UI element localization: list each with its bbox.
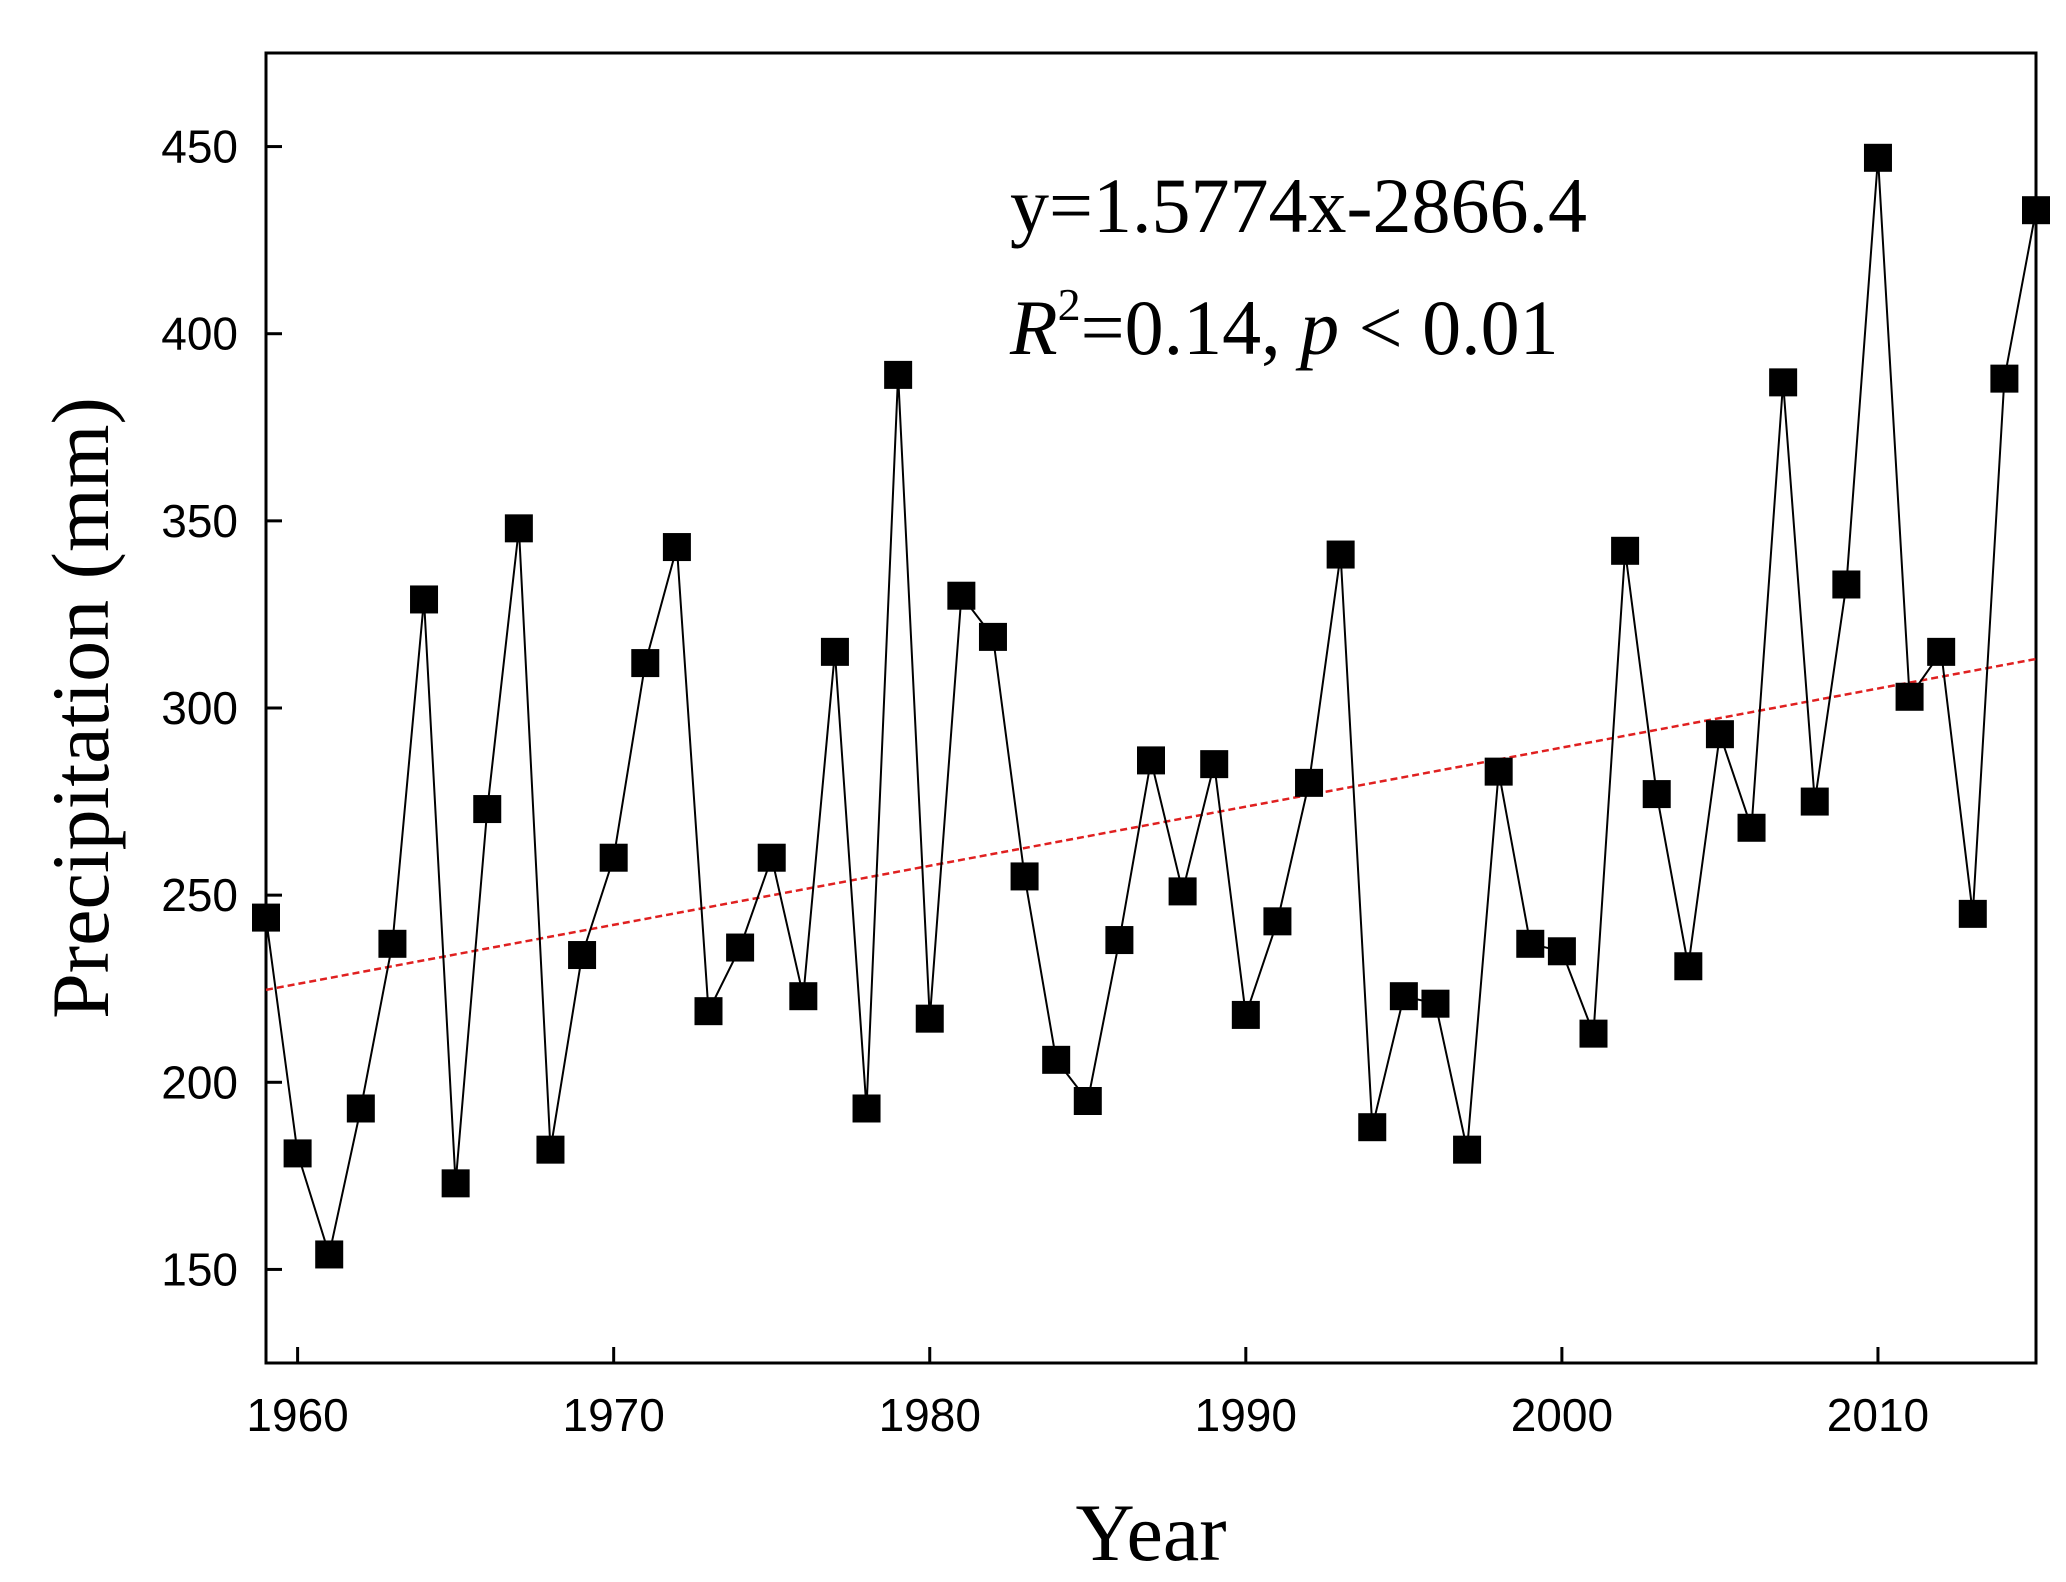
data-point-marker (378, 929, 407, 958)
data-point-marker (978, 622, 1007, 651)
y-tick-label: 400 (161, 308, 238, 360)
r2-annotation: R2=0.14, p < 0.01 (1009, 279, 1559, 371)
data-point-marker (1042, 1045, 1071, 1074)
data-point-marker (1958, 899, 1987, 928)
x-tick-label: 1960 (246, 1389, 348, 1441)
data-point-marker (1547, 937, 1576, 966)
data-point-marker (1105, 926, 1134, 955)
data-point-marker (631, 649, 660, 678)
data-point-marker (789, 982, 818, 1011)
data-point-marker (1800, 787, 1829, 816)
r2-value: =0.14, (1081, 284, 1301, 371)
data-series-group (252, 143, 2050, 1269)
data-point-marker (2022, 196, 2050, 225)
data-point-marker (1990, 364, 2019, 393)
data-point-marker (1863, 143, 1892, 172)
data-point-marker (536, 1135, 565, 1164)
data-point-marker (568, 941, 597, 970)
data-point-marker (1642, 780, 1671, 809)
data-point-marker (1516, 929, 1545, 958)
data-point-marker (757, 843, 786, 872)
data-point-marker (1674, 952, 1703, 981)
data-point-marker (820, 637, 849, 666)
data-point-marker (662, 533, 691, 562)
data-point-marker (1263, 907, 1292, 936)
data-point-marker (1895, 682, 1924, 711)
linear-fit-line (265, 657, 2037, 992)
data-point-marker (1832, 570, 1861, 599)
data-point-marker (473, 795, 502, 824)
data-point-marker (1358, 1113, 1387, 1142)
data-point-marker (1484, 757, 1513, 786)
data-point-marker (884, 360, 913, 389)
data-point-marker (1737, 813, 1766, 842)
x-tick-label: 2010 (1827, 1389, 1929, 1441)
data-point-marker (346, 1094, 375, 1123)
data-point-marker (852, 1094, 881, 1123)
r-symbol: R (1009, 284, 1058, 371)
data-point-marker (915, 1004, 944, 1033)
y-tick-label: 450 (161, 121, 238, 173)
y-tick-label: 150 (161, 1243, 238, 1295)
equation-annotation: y=1.5774x-2866.4 (1010, 162, 1587, 249)
data-point-marker (1231, 1000, 1260, 1029)
data-point-marker (1389, 982, 1418, 1011)
data-point-marker (726, 933, 755, 962)
x-tick-label: 1990 (1195, 1389, 1297, 1441)
y-tick-label: 300 (161, 682, 238, 734)
data-point-marker (1705, 720, 1734, 749)
data-point-marker (441, 1169, 470, 1198)
x-axis-ticks: 1960 1970 1980 1990 2000 2010 (246, 1347, 1929, 1441)
data-point-marker (504, 514, 533, 543)
data-point-marker (315, 1240, 344, 1269)
data-point-marker (1927, 637, 1956, 666)
y-tick-label: 250 (161, 869, 238, 921)
data-point-marker (1295, 768, 1324, 797)
data-point-marker (1611, 536, 1640, 565)
y-axis-title: Precipitation (mm) (35, 397, 126, 1019)
data-point-marker (1200, 750, 1229, 779)
r-superscript: 2 (1058, 279, 1081, 330)
data-point-marker (410, 585, 439, 614)
data-point-marker (1769, 368, 1798, 397)
x-axis-title: Year (1075, 1487, 1226, 1578)
data-point-marker (694, 997, 723, 1026)
x-tick-label: 1980 (879, 1389, 981, 1441)
data-point-marker (1010, 862, 1039, 891)
data-point-marker (1453, 1135, 1482, 1164)
x-tick-label: 1970 (563, 1389, 665, 1441)
data-point-marker (1326, 540, 1355, 569)
y-axis-ticks: 150 200 250 300 350 400 450 (161, 121, 282, 1295)
trend-line-group (265, 657, 2037, 992)
y-tick-label: 350 (161, 495, 238, 547)
data-point-marker (599, 843, 628, 872)
p-value: < 0.01 (1339, 284, 1559, 371)
data-point-marker (1421, 989, 1450, 1018)
data-point-marker (1073, 1087, 1102, 1115)
data-point-marker (1579, 1019, 1608, 1048)
data-point-marker (947, 581, 976, 610)
data-point-marker (1168, 877, 1197, 906)
data-point-marker (1137, 746, 1165, 775)
x-tick-label: 2000 (1511, 1389, 1613, 1441)
data-point-marker (252, 903, 280, 932)
p-symbol: p (1295, 284, 1339, 371)
data-point-marker (283, 1139, 312, 1168)
y-tick-label: 200 (161, 1056, 238, 1108)
